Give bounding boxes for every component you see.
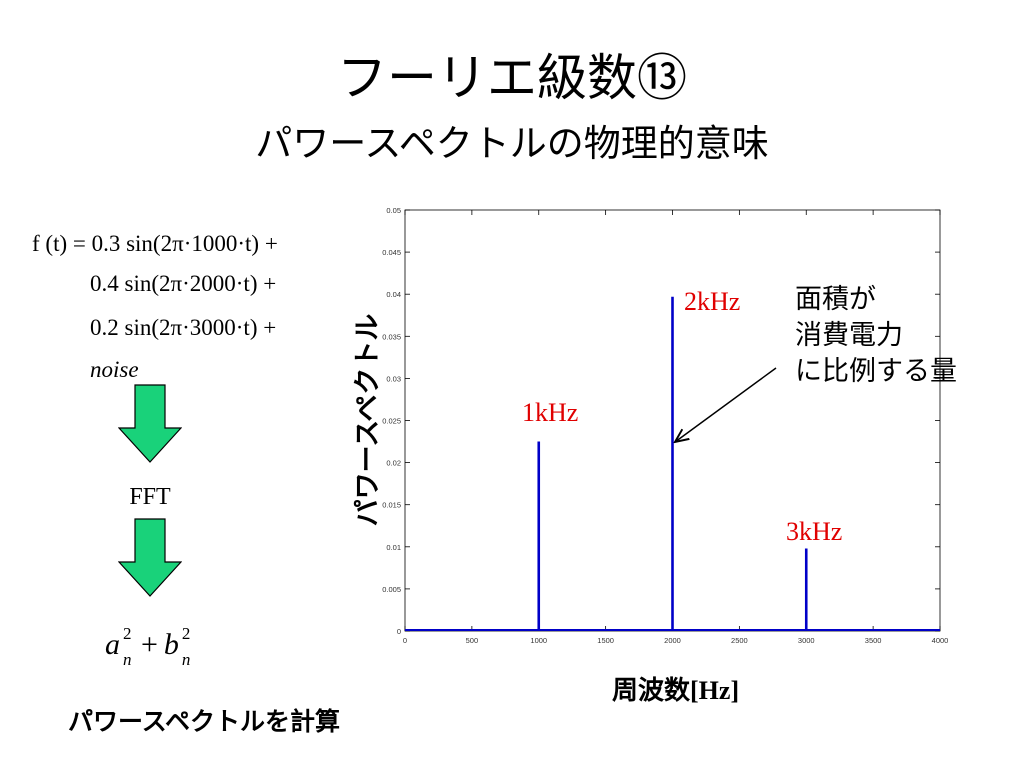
y-tick-label: 0 — [397, 627, 401, 636]
y-tick-label: 0.025 — [382, 417, 401, 426]
annotation-line-2: 消費電力 — [795, 320, 903, 351]
formula-plus: + — [141, 628, 158, 661]
y-tick-label: 0.015 — [382, 501, 401, 510]
x-tick-label: 2500 — [731, 636, 748, 645]
x-tick-label: 1500 — [597, 636, 614, 645]
power-spectrum-chart: 0 0.005 0.01 0.015 0.02 0.025 0.03 0.035 0.04 0.0… — [382, 206, 949, 645]
equation-line-3: 0.2 sin(2π·3000·t) + — [90, 315, 277, 340]
x-tick-label: 4000 — [932, 636, 949, 645]
x-tick-label: 3500 — [865, 636, 882, 645]
x-axis-label: 周波数[Hz] — [612, 670, 739, 707]
formula-b-sup: 2 — [181, 624, 191, 643]
peak-label-3khz: 3kHz — [786, 517, 843, 546]
x-tick-label: 1000 — [530, 636, 547, 645]
x-tick-label: 2000 — [664, 636, 681, 645]
y-tick-label: 0.045 — [382, 248, 401, 257]
y-tick-label: 0.01 — [386, 543, 401, 552]
equation-line-1: f (t) = 0.3 sin(2π·1000·t) + — [32, 231, 278, 256]
compute-power-spectrum-label: パワースペクトルを計算 — [68, 707, 341, 736]
equation-line-2: 0.4 sin(2π·2000·t) + — [90, 271, 277, 296]
y-tick-label: 0.02 — [386, 459, 401, 468]
power-formula: a 2 n + b 2 n — [105, 624, 196, 669]
x-tick-label: 500 — [466, 636, 479, 645]
formula-b: b — [163, 628, 179, 661]
equation-line-4: noise — [90, 357, 139, 382]
formula-a-sub: n — [123, 650, 132, 669]
y-tick-label: 0.04 — [386, 290, 401, 299]
formula-a: a — [105, 628, 120, 661]
x-tick-label: 3000 — [798, 636, 815, 645]
y-tick-label: 0.03 — [386, 374, 401, 383]
y-tick-label: 0.05 — [386, 206, 401, 215]
formula-a-sup: 2 — [123, 624, 132, 643]
down-arrow-icon — [118, 518, 182, 597]
annotation-line-3: に比例する量 — [795, 356, 957, 387]
formula-b-sub: n — [181, 650, 191, 669]
fft-label: FFT — [129, 484, 171, 510]
peak-label-1khz: 1kHz — [522, 398, 579, 427]
area-annotation: 面積が 消費電力 に比例する量 — [795, 282, 957, 390]
annotation-pointer-line — [675, 367, 777, 442]
x-tick-label: 0 — [403, 636, 407, 645]
y-tick-label: 0.005 — [382, 585, 401, 594]
peak-label-2khz: 2kHz — [684, 287, 741, 316]
annotation-line-1: 面積が — [795, 284, 876, 315]
x-axis-unit: [Hz] — [690, 676, 740, 705]
slide-title: フーリエ級数⑬ — [337, 49, 687, 107]
x-axis-label-text: 周波数 — [612, 676, 691, 706]
down-arrow-icon — [118, 384, 182, 463]
y-tick-label: 0.035 — [382, 332, 401, 341]
slide-subtitle: パワースペクトルの物理的意味 — [255, 122, 769, 165]
